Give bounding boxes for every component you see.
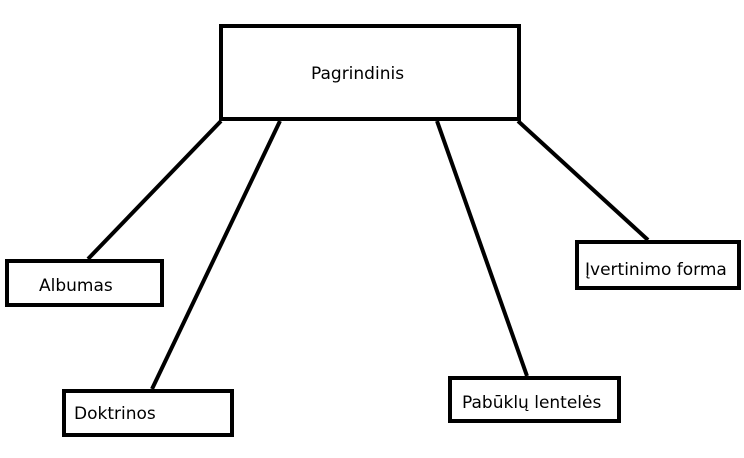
root-node: Pagrindinis: [219, 24, 521, 121]
child-node-label: Pabūklų lentelės: [462, 393, 602, 413]
connector-albumas: [86, 119, 223, 261]
connector-ivertinimo: [516, 119, 650, 242]
child-node-label: Albumas: [39, 276, 113, 296]
child-node-ivertinimo-forma: Įvertinimo forma: [575, 240, 741, 290]
child-node-doktrinos: Doktrinos: [62, 389, 234, 437]
child-node-label: Doktrinos: [74, 404, 156, 424]
child-node-albumas: Albumas: [5, 259, 164, 307]
child-node-pabuklu-lenteles: Pabūklų lentelės: [448, 376, 621, 423]
connector-pabuklu: [435, 120, 529, 377]
connector-doktrinos: [150, 120, 282, 390]
child-node-label: Įvertinimo forma: [585, 260, 727, 280]
root-node-label: Pagrindinis: [311, 64, 405, 84]
